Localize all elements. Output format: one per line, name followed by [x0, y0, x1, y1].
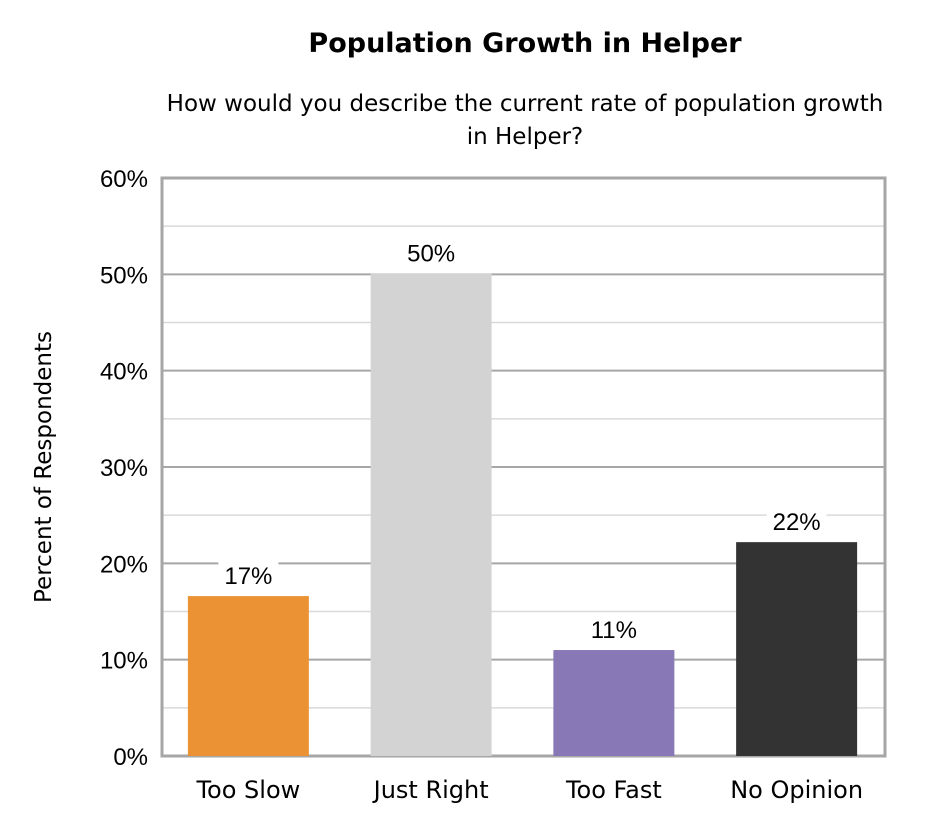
- x-tick-label: Too Slow: [195, 776, 300, 804]
- bar-too-fast: [553, 650, 675, 756]
- bar-too-slow: [187, 596, 309, 756]
- data-label: 11%: [591, 617, 637, 644]
- data-label: 50%: [407, 240, 455, 267]
- plot-area-border: [160, 176, 887, 758]
- y-tick-label: 10%: [100, 648, 148, 675]
- data-label-background: [766, 506, 827, 537]
- x-tick-label: Too Fast: [565, 776, 662, 804]
- y-tick-label: 60%: [100, 166, 148, 193]
- bar-just-right: [370, 273, 492, 756]
- chart-title: Population Growth in Helper: [308, 28, 742, 59]
- data-label-background: [218, 560, 279, 591]
- data-label: 17%: [224, 563, 272, 590]
- data-label-background: [401, 237, 462, 268]
- y-tick-label: 50%: [100, 262, 148, 289]
- data-label: 22%: [773, 509, 821, 536]
- y-tick-label: 30%: [100, 455, 148, 482]
- y-tick-label: 0%: [113, 744, 148, 771]
- chart-subtitle: How would you describe the current rate …: [166, 91, 884, 150]
- bar-no-opinion: [736, 542, 858, 756]
- y-tick-label: 20%: [100, 551, 148, 578]
- y-tick-label: 40%: [100, 359, 148, 386]
- x-tick-label: Just Right: [372, 776, 489, 804]
- data-label-background: [583, 614, 644, 645]
- x-tick-label: No Opinion: [730, 776, 863, 804]
